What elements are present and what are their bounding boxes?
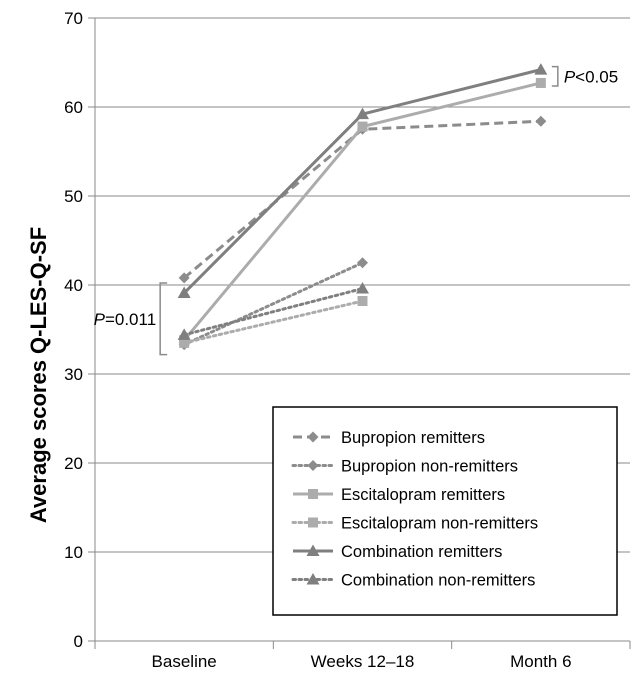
series-4: [177, 63, 548, 299]
legend-swatch-marker: [306, 573, 320, 585]
legend-item-1: Bupropion non-remitters: [291, 458, 518, 476]
y-tick-labels: 0 10 20 30 40 50 60 70: [64, 9, 83, 651]
annotation-0: P=0.011: [94, 282, 168, 356]
legend-item-3: Escitalopram non-remitters: [291, 515, 538, 533]
data-point: [179, 337, 190, 348]
y-tick-label: 0: [74, 632, 83, 651]
y-tick-label: 70: [64, 9, 83, 28]
x-tick-label: Weeks 12–18: [311, 652, 415, 671]
data-point: [356, 282, 369, 294]
data-point: [357, 296, 368, 307]
annotation-label: P=0.011: [94, 310, 157, 329]
legend: Bupropion remitters Bupropion non-remitte…: [272, 406, 618, 616]
legend-label: Combination remitters: [341, 543, 502, 561]
legend-item-0: Bupropion remitters: [293, 429, 485, 447]
data-point: [357, 257, 368, 269]
legend-swatch-marker: [307, 431, 319, 443]
series-5: [177, 282, 369, 340]
data-point: [534, 63, 548, 75]
data-point: [177, 286, 191, 299]
y-tick-label: 10: [64, 543, 83, 562]
data-point: [178, 272, 190, 284]
series-line: [183, 119, 541, 280]
legend-swatch-marker: [308, 517, 318, 528]
legend-label: Bupropion non-remitters: [341, 458, 518, 476]
x-tick-labels: Baseline Weeks 12–18 Month 6: [152, 652, 572, 671]
legend-swatch-marker: [308, 489, 318, 499]
legend-swatch-marker: [306, 544, 320, 556]
y-axis-label: Average scores Q-LES-Q-SF: [26, 227, 51, 523]
axes: [88, 17, 631, 649]
legend-item-2: Escitalopram remitters: [293, 486, 505, 504]
legend-item-5: Combination non-remitters: [291, 572, 535, 590]
data-point: [535, 115, 547, 127]
bracket: [551, 65, 559, 87]
annotation-1: P<0.05: [551, 65, 618, 87]
legend-label: Escitalopram remitters: [341, 486, 505, 504]
y-tick-label: 60: [64, 98, 83, 117]
y-tick-label: 50: [64, 187, 83, 206]
annotation-label: P<0.05: [564, 67, 618, 86]
legend-item-4: Combination remitters: [293, 543, 502, 561]
annotations: P=0.011 P<0.05: [94, 65, 618, 356]
series-group: [177, 63, 548, 351]
legend-label: Bupropion remitters: [341, 429, 485, 447]
legend-label: Escitalopram non-remitters: [341, 515, 538, 533]
legend-label: Combination non-remitters: [341, 572, 535, 590]
series-line: [182, 261, 364, 347]
x-tick-label: Baseline: [152, 652, 217, 671]
legend-swatch-marker: [307, 460, 319, 471]
data-point: [357, 121, 368, 132]
series-line: [182, 299, 364, 345]
grid-lines: [95, 17, 630, 553]
data-point: [356, 107, 369, 120]
series-line: [182, 287, 364, 337]
series-3: [179, 296, 368, 348]
x-tick-label: Month 6: [510, 652, 571, 671]
y-tick-label: 20: [64, 454, 83, 473]
y-tick-label: 30: [64, 365, 83, 384]
data-point: [535, 77, 546, 88]
y-tick-label: 40: [64, 276, 83, 295]
bracket: [159, 282, 168, 356]
data-point: [177, 328, 191, 340]
